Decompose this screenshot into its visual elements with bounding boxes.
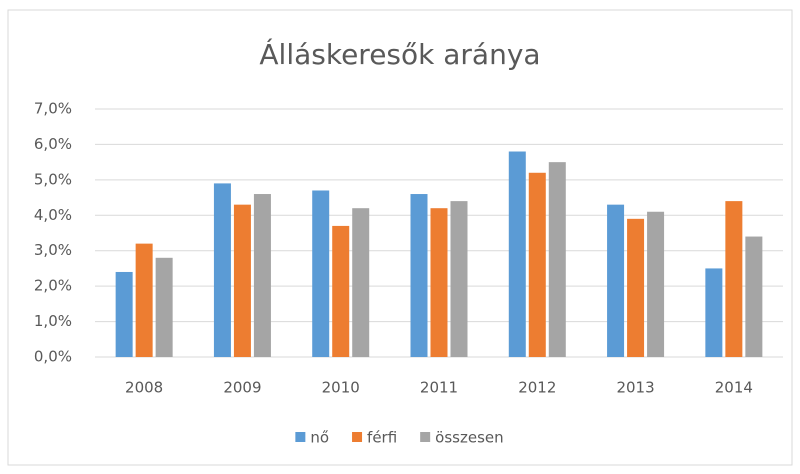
y-tick-label: 3,0% [34,241,72,259]
bar [607,204,625,357]
bar [725,201,743,357]
legend-label: férfi [367,429,397,447]
bar [508,151,526,357]
chart-title: Álláskeresők aránya [259,37,540,71]
bar [528,172,546,357]
y-tick-label: 7,0% [34,100,72,118]
bar [705,268,723,357]
legend-swatch [295,432,306,442]
bar [253,194,271,357]
y-tick-label: 2,0% [34,277,72,295]
bar [332,225,350,357]
x-tick-label: 2010 [322,379,360,397]
bar [312,190,330,357]
bar [213,183,231,357]
bar [450,201,468,357]
x-tick-label: 2011 [420,379,458,397]
x-tick-label: 2012 [518,379,556,397]
bar [233,204,251,357]
legend-swatch [352,432,363,442]
bar [430,208,448,357]
x-tick-label: 2014 [715,379,753,397]
bar [410,194,428,357]
chart-frame [7,9,793,466]
legend-swatch [420,432,431,442]
bar [135,243,153,357]
y-tick-label: 6,0% [34,135,72,153]
bar [745,236,763,357]
bar [548,162,566,357]
x-tick-label: 2008 [125,379,163,397]
bar [155,257,173,357]
legend-label: összesen [435,429,503,447]
y-tick-label: 1,0% [34,312,72,330]
bar [647,211,665,357]
x-tick-label: 2013 [616,379,654,397]
y-tick-label: 5,0% [34,170,72,188]
y-tick-label: 4,0% [34,206,72,224]
legend-label: nő [310,429,329,447]
bar [115,271,133,357]
x-tick-label: 2009 [223,379,261,397]
bar [627,218,645,357]
y-tick-label: 0,0% [34,348,72,366]
bar [352,208,370,357]
